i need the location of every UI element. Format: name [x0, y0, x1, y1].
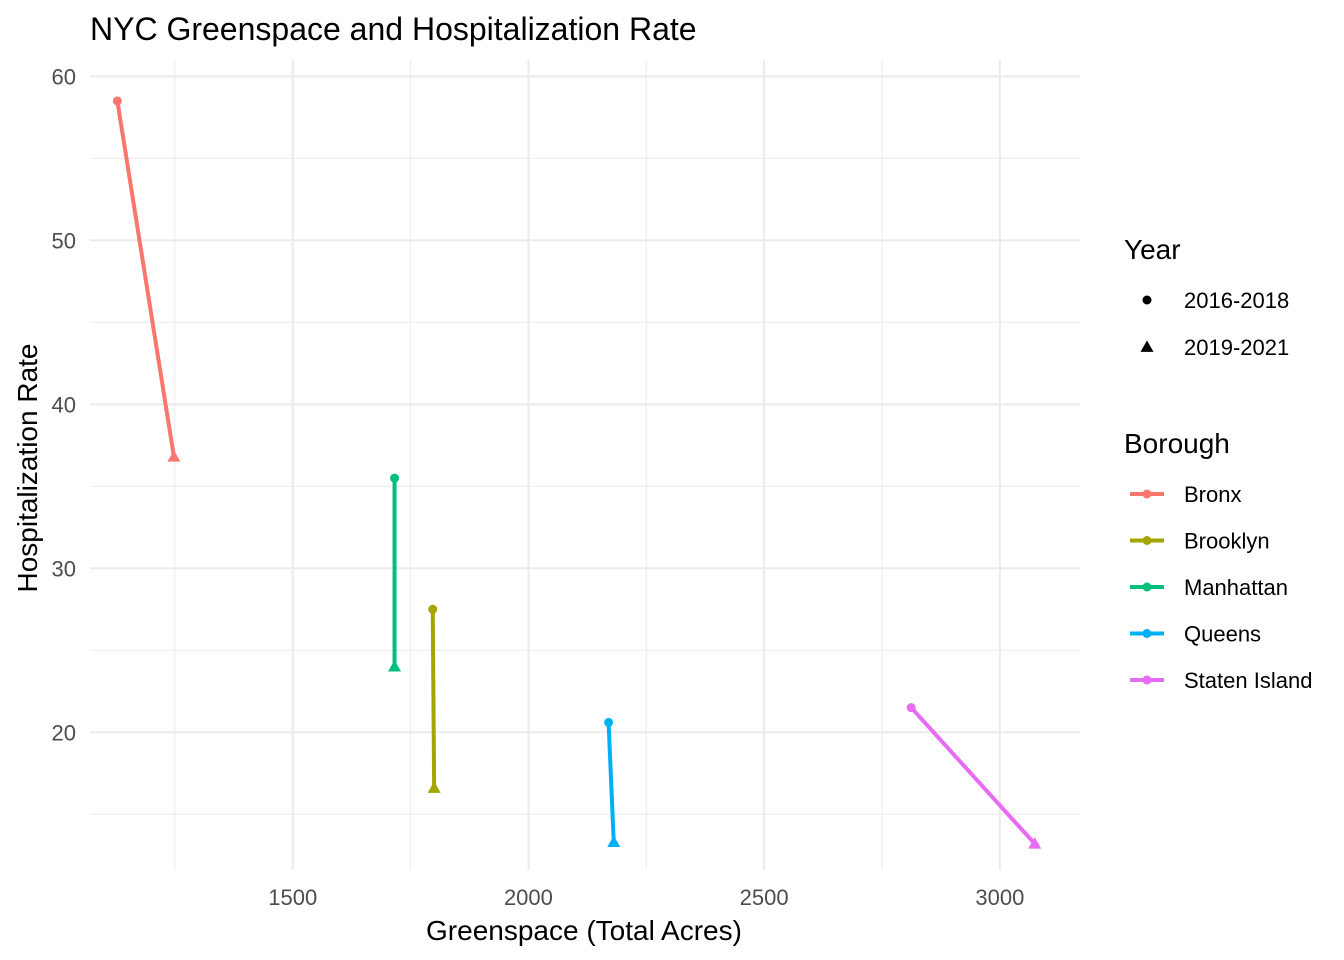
- color-legend-entries: Bronx Brooklyn Manhattan Queens Staten Islan…: [1130, 482, 1312, 693]
- legend-key-triangle: [1140, 340, 1154, 352]
- series-bronx: [112, 96, 181, 462]
- legend-title-year: Year: [1124, 234, 1181, 265]
- series-line-brooklyn: [430, 607, 437, 791]
- legend-label-year: 2019-2021: [1184, 335, 1289, 360]
- x-tick-label: 1500: [268, 885, 317, 910]
- data-point-triangle: [427, 781, 441, 793]
- data-point-circle: [428, 604, 438, 614]
- chart-title: NYC Greenspace and Hospitalization Rate: [90, 11, 697, 47]
- x-axis-ticks: 1500 2000 2500 3000: [268, 885, 1024, 910]
- series-manhattan: [388, 473, 402, 672]
- legend-key-point: [1142, 675, 1152, 685]
- legend-key-point: [1142, 536, 1152, 545]
- y-axis-ticks: 20 30 40 50 60: [52, 64, 76, 745]
- legend-label-year: 2016-2018: [1184, 288, 1289, 313]
- legend-label-borough: Queens: [1184, 622, 1261, 647]
- data-point-triangle: [607, 835, 621, 848]
- legend-key-point: [1142, 582, 1152, 592]
- data-point-triangle: [167, 450, 181, 462]
- series-line-bronx: [115, 98, 176, 459]
- plot-panel: [90, 60, 1080, 870]
- grid-lines: [90, 60, 1080, 870]
- x-tick-label: 2000: [504, 885, 553, 910]
- legend-label-borough: Manhattan: [1184, 575, 1288, 600]
- legend-label-borough: Staten Island: [1184, 668, 1312, 693]
- legend-label-borough: Bronx: [1184, 482, 1241, 507]
- series-layer: [112, 96, 1042, 849]
- series-queens: [604, 717, 621, 848]
- legend-key-circle: [1142, 295, 1152, 305]
- series-line-queens: [606, 720, 616, 845]
- data-point-triangle: [1028, 837, 1042, 849]
- series-brooklyn: [427, 604, 441, 793]
- legend-key-point: [1142, 629, 1152, 638]
- data-point-triangle: [388, 660, 402, 672]
- legend-title-borough: Borough: [1124, 428, 1230, 459]
- data-point-circle: [604, 717, 614, 727]
- data-point-circle: [906, 703, 916, 713]
- y-axis-title: Hospitalization Rate: [12, 343, 43, 592]
- series-staten-island: [906, 703, 1042, 849]
- x-tick-label: 3000: [975, 885, 1024, 910]
- series-line-staten-island: [909, 705, 1037, 846]
- legend-key-point: [1142, 489, 1152, 499]
- data-point-circle: [390, 473, 400, 483]
- y-tick-label: 60: [52, 64, 76, 89]
- y-tick-label: 20: [52, 720, 76, 745]
- data-point-circle: [112, 96, 122, 106]
- x-tick-label: 2500: [740, 885, 789, 910]
- y-tick-label: 40: [52, 392, 76, 417]
- y-tick-label: 30: [52, 556, 76, 581]
- x-axis-title: Greenspace (Total Acres): [426, 915, 742, 946]
- shape-legend-entries: 2016-2018 2019-2021: [1140, 288, 1289, 360]
- legend-label-borough: Brooklyn: [1184, 529, 1270, 554]
- y-tick-label: 50: [52, 228, 76, 253]
